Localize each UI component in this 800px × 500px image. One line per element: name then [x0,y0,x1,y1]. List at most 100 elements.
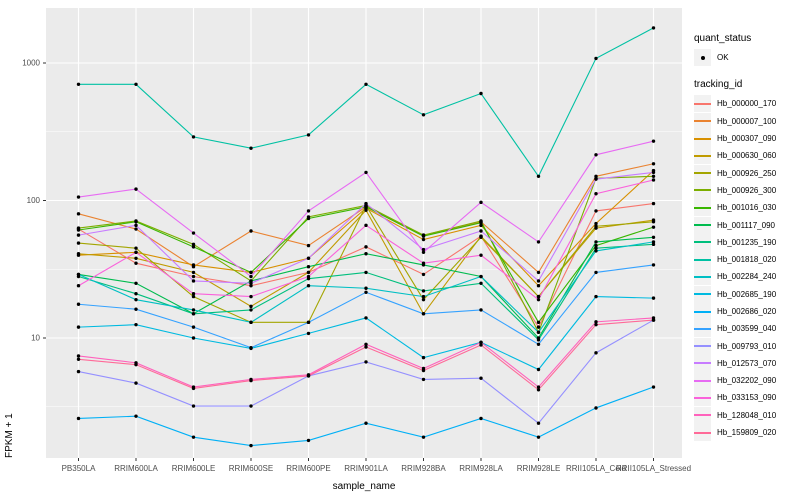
legend-item-label: Hb_001235_190 [717,237,777,247]
svg-text:100: 100 [27,196,41,205]
svg-text:RRIM600PE: RRIM600PE [286,464,330,473]
legend-item-label: Hb_001117_090 [717,220,775,230]
line-swatch-icon [694,258,711,261]
legend-key-box [694,130,711,148]
legend-item-ok: OK [694,49,798,67]
legend-key-box [694,95,711,113]
legend-item-label: Hb_032202_090 [717,376,777,386]
legend-key-box [694,424,711,442]
point-marker-icon [700,55,705,60]
svg-text:RRII105LA_Cold: RRII105LA_Cold [566,464,626,473]
legend-item-label: Hb_002686_020 [717,307,777,316]
legend-item-label: Hb_000630_060 [717,151,777,161]
legend-item-label: Hb_002284_240 [717,272,777,282]
legend-item-label: Hb_159809_020 [717,428,777,438]
legend-item-hb_003599_040: Hb_003599_040 [694,320,798,338]
svg-text:RRIM928BA: RRIM928BA [401,464,446,473]
legend-item-hb_000926_300: Hb_000926_300 [694,181,798,199]
svg-text:RRIM600LE: RRIM600LE [172,464,216,473]
line-swatch-icon [694,396,711,399]
legend-key-box [694,337,711,355]
legend-item-hb_009793_010: Hb_009793_010 [694,337,798,355]
svg-text:RRIM600SE: RRIM600SE [229,464,273,473]
svg-text:10: 10 [31,334,40,343]
legend-title-quant-status: quant_status [694,33,752,44]
line-swatch-icon [694,293,711,296]
legend-item-hb_000926_250: Hb_000926_250 [694,164,798,182]
legend-item-hb_001016_030: Hb_001016_030 [694,199,798,217]
svg-text:RRIM600LA: RRIM600LA [114,464,158,473]
svg-text:PB350LA: PB350LA [62,464,96,473]
legend-key-box [694,199,711,217]
legend: quant_status OK tracking_id Hb_000000_17… [694,33,798,442]
line-swatch-icon [694,414,711,417]
legend-item-label: Hb_000000_170 [717,99,777,109]
legend-item-label: Hb_002685_190 [717,289,777,299]
legend-key-box [694,216,711,234]
line-swatch-icon [694,102,711,105]
legend-key-box [694,372,711,390]
line-swatch-icon [694,172,711,175]
legend-item-hb_000007_100: Hb_000007_100 [694,112,798,130]
line-swatch-icon [694,431,711,434]
legend-item-label: Hb_001818_020 [717,255,777,265]
legend-key-box [694,251,711,269]
legend-item-label: Hb_000926_250 [717,168,777,178]
legend-item-label: Hb_000926_300 [717,185,777,195]
legend-key-box [694,268,711,286]
legend-item-hb_002685_190: Hb_002685_190 [694,285,798,303]
legend-tracking-items: Hb_000000_170 Hb_000007_100 Hb_000307_090 H… [694,95,798,442]
legend-item-label: Hb_000007_100 [717,116,777,126]
legend-item-hb_033153_090: Hb_033153_090 [694,389,798,407]
legend-item-label: Hb_033153_090 [717,393,777,403]
line-swatch-icon [694,241,711,244]
legend-key-box [694,354,711,372]
legend-section-tracking-id: tracking_id Hb_000000_170 Hb_000007_100 Hb… [694,79,798,442]
legend-item-hb_159809_020: Hb_159809_020 [694,424,798,442]
line-swatch-icon [694,189,711,192]
svg-text:RRIM928LE: RRIM928LE [517,464,561,473]
legend-item-hb_002284_240: Hb_002284_240 [694,268,798,286]
line-swatch-icon [694,362,711,365]
line-swatch-icon [694,345,711,348]
line-swatch-icon [694,206,711,209]
legend-item-hb_001235_190: Hb_001235_190 [694,233,798,251]
line-swatch-icon [694,327,711,330]
legend-key-box [694,233,711,251]
legend-item-label: Hb_000307_090 [717,134,777,144]
line-swatch-icon [694,154,711,157]
legend-key-box [694,181,711,199]
legend-key-box [694,389,711,407]
legend-item-hb_000000_170: Hb_000000_170 [694,95,798,113]
line-swatch-icon [694,224,711,227]
legend-key-box [694,285,711,303]
legend-item-hb_001818_020: Hb_001818_020 [694,251,798,269]
svg-text:RRIM901LA: RRIM901LA [344,464,388,473]
legend-key-box [694,164,711,182]
legend-item-hb_002686_020: Hb_002686_020 [694,303,798,320]
legend-item-label: Hb_128048_010 [717,410,777,420]
line-swatch-icon [694,310,711,313]
line-swatch-icon [694,379,711,382]
line-swatch-icon [694,275,711,278]
svg-text:RRII105LA_Stressed: RRII105LA_Stressed [616,464,691,473]
legend-item-hb_032202_090: Hb_032202_090 [694,372,798,390]
legend-item-label: Hb_001016_030 [717,203,777,213]
legend-item-label: Hb_009793_010 [717,341,777,351]
legend-key-box [694,49,711,67]
legend-key-box [694,147,711,165]
legend-item-label: OK [717,53,729,63]
legend-key-box [694,303,711,320]
legend-item-label: Hb_012573_070 [717,358,777,368]
legend-key-box [694,320,711,338]
x-axis-title: sample_name [332,481,396,492]
legend-key-box [694,112,711,130]
legend-section-quant-status: quant_status OK [694,33,798,67]
line-swatch-icon [694,120,711,123]
legend-item-hb_128048_010: Hb_128048_010 [694,406,798,424]
legend-item-hb_012573_070: Hb_012573_070 [694,354,798,372]
legend-item-hb_000307_090: Hb_000307_090 [694,130,798,148]
y-axis-title: FPKM + 1 [4,413,15,458]
line-swatch-icon [694,137,711,140]
